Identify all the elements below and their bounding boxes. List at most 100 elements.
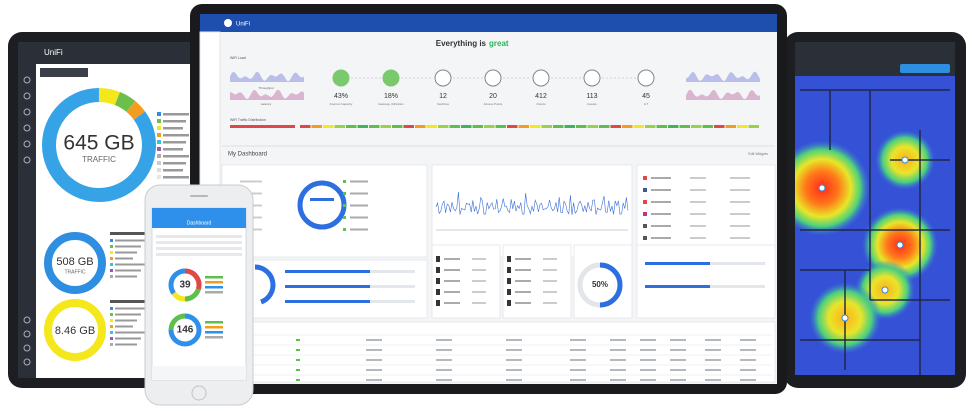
headline-status: great <box>489 39 509 48</box>
widget <box>221 321 776 383</box>
mini-chart <box>230 71 304 82</box>
access-point <box>818 184 826 192</box>
row-icon <box>436 267 440 273</box>
phone-title: Dashboard <box>187 220 212 226</box>
ring-value: 8.46 GB <box>55 325 95 337</box>
row-text <box>472 258 486 260</box>
row-text <box>690 201 706 203</box>
row-icon <box>343 228 346 231</box>
cell <box>506 379 522 381</box>
progress-fill <box>285 285 370 288</box>
nav-icon <box>23 92 31 100</box>
dist-seg <box>230 125 295 128</box>
cell <box>506 349 522 351</box>
speaker <box>190 195 208 197</box>
dist-seg <box>380 125 391 128</box>
legend-text <box>163 120 186 123</box>
row-text <box>543 258 557 260</box>
row-text <box>444 258 460 260</box>
cell <box>296 359 300 361</box>
list-swatch <box>110 263 113 266</box>
ring-value: 508 GB <box>56 256 93 268</box>
legend-swatch <box>157 119 161 123</box>
list-swatch <box>110 313 113 316</box>
progress-fill <box>645 262 710 265</box>
row-text <box>543 302 557 304</box>
cell <box>740 359 756 361</box>
row-icon <box>507 300 511 306</box>
button <box>900 64 950 73</box>
list-text <box>115 239 145 242</box>
legend-text <box>163 127 183 130</box>
list-text <box>115 251 137 254</box>
dist-seg <box>748 125 759 128</box>
row-text <box>350 192 368 195</box>
dist-seg <box>484 125 495 128</box>
legend-text <box>163 176 189 179</box>
dist-seg <box>553 125 564 128</box>
row-icon <box>643 236 647 240</box>
cell <box>640 379 656 381</box>
list-swatch <box>110 337 113 340</box>
list-text <box>115 307 145 310</box>
dist-seg <box>714 125 725 128</box>
cell <box>296 349 300 351</box>
cell <box>436 379 452 381</box>
legend-text <box>163 155 189 158</box>
cell <box>366 379 382 381</box>
row-icon <box>643 200 647 204</box>
list-swatch <box>110 325 113 328</box>
stat-icon <box>532 69 550 87</box>
dist-seg <box>472 125 483 128</box>
access-point <box>901 156 909 164</box>
ring-blue <box>44 232 106 294</box>
site-selector <box>40 68 88 77</box>
cell <box>670 379 686 381</box>
cell <box>670 369 686 371</box>
top-bar <box>18 42 214 64</box>
brand: UniFi <box>236 22 250 28</box>
legend-swatch <box>157 147 161 151</box>
row-icon <box>507 256 511 262</box>
donut-segment <box>114 92 136 113</box>
cell <box>740 339 756 341</box>
cell <box>610 359 626 361</box>
widget <box>502 244 572 319</box>
dist-seg <box>334 125 345 128</box>
dist-seg <box>518 125 529 128</box>
row-text <box>730 177 750 179</box>
heat-spot <box>795 140 870 236</box>
gauge-value: 50% <box>592 280 608 289</box>
lists <box>23 76 160 366</box>
row-icon <box>436 278 440 284</box>
dist-seg <box>346 125 357 128</box>
cell <box>610 349 626 351</box>
donut-value: 146 <box>177 325 194 336</box>
dist-seg <box>415 125 426 128</box>
list-text <box>115 343 137 346</box>
row-text <box>730 237 750 239</box>
dist-seg <box>357 125 368 128</box>
cell <box>436 339 452 341</box>
legend-swatch <box>157 140 161 144</box>
row-text <box>472 269 486 271</box>
home-button[interactable] <box>191 385 207 401</box>
dist-seg <box>599 125 610 128</box>
cell <box>705 379 721 381</box>
stat-value: 18% <box>384 93 398 100</box>
dist-seg <box>323 125 334 128</box>
monitor: UniFi Everything is great WiFi Load Thro… <box>190 4 787 394</box>
cell <box>366 349 382 351</box>
edit-widgets[interactable]: Edit Widgets <box>748 152 768 156</box>
row-text <box>690 213 706 215</box>
cell <box>640 369 656 371</box>
cell <box>610 369 626 371</box>
list-swatch <box>110 343 113 346</box>
dist-seg <box>300 125 311 128</box>
donut-segment <box>98 88 120 106</box>
cell <box>610 379 626 381</box>
cell <box>670 359 686 361</box>
list-text <box>115 319 137 322</box>
panel-title: WiFi Load <box>230 56 246 60</box>
